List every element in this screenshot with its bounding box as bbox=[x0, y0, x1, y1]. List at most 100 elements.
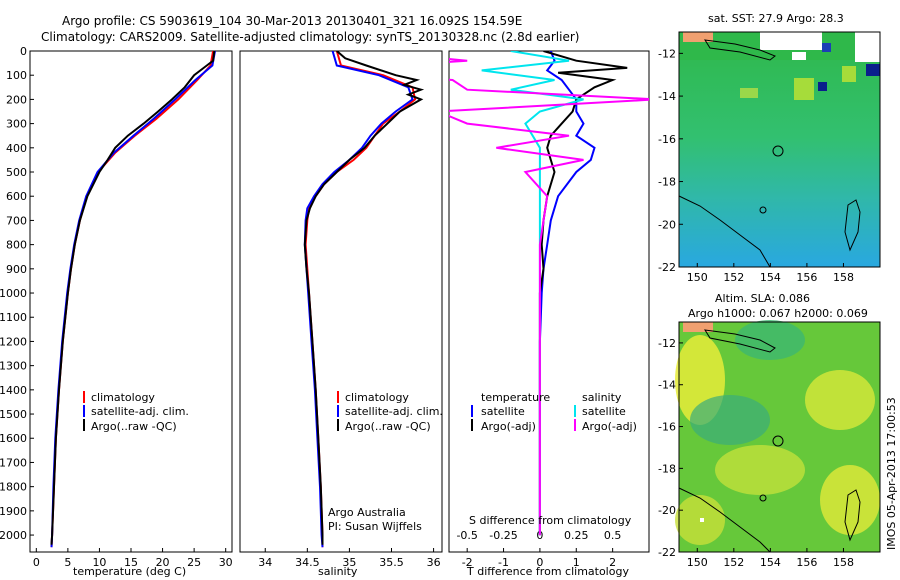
imos-credit: IMOS 05-Apr-2013 17:00:53 bbox=[885, 397, 898, 550]
t-difference-x-ticks: -2 -1 0 1 2 bbox=[462, 548, 616, 569]
x-tick-label: 0 bbox=[536, 556, 543, 569]
x-tick-label: 15 bbox=[124, 556, 138, 569]
salinity-lines bbox=[303, 51, 425, 548]
depth-tick-label: 100 bbox=[6, 69, 27, 82]
x-tick-label: 34 bbox=[258, 556, 272, 569]
temperature-x-ticks: 0 5 10 15 20 25 30 bbox=[33, 548, 233, 569]
depth-tick-label: 1900 bbox=[0, 505, 27, 518]
x-tick-label: -1 bbox=[498, 556, 509, 569]
temperature-xlabel: temperature (deg C) bbox=[73, 565, 186, 578]
s-difference-x-ticks: -0.5 -0.25 0 0.25 0.5 bbox=[456, 529, 621, 542]
legend-s-argo: Argo(-adj) bbox=[582, 420, 637, 433]
series-climatology bbox=[304, 51, 417, 548]
map-x-tick-label: 152 bbox=[723, 556, 744, 569]
x-tick-label: 0 bbox=[33, 556, 40, 569]
top-tick-label: 0.5 bbox=[604, 529, 622, 542]
depth-tick-label: 1500 bbox=[0, 408, 27, 421]
sla-map bbox=[675, 320, 881, 553]
annotation-line-2: PI: Susan Wijffels bbox=[328, 520, 422, 533]
temperature-legend: climatology satellite-adj. clim. Argo(..… bbox=[83, 391, 189, 433]
map-x-tick-label: 156 bbox=[796, 271, 817, 284]
difference-legend: temperature salinity satellite Argo(-adj… bbox=[471, 391, 637, 433]
x-tick-label: 2 bbox=[609, 556, 616, 569]
depth-tick-label: 1100 bbox=[0, 311, 27, 324]
x-tick-label: 36 bbox=[427, 556, 441, 569]
map-y-tick-label: -20 bbox=[658, 218, 676, 231]
legend-sal-head: salinity bbox=[582, 391, 622, 404]
legend-s-satellite: satellite bbox=[582, 405, 626, 418]
x-tick-label: 30 bbox=[219, 556, 233, 569]
map-y-tick-label: -18 bbox=[658, 462, 676, 475]
depth-tick-label: 700 bbox=[6, 214, 27, 227]
x-tick-label: 1 bbox=[573, 556, 580, 569]
depth-tick-label: 600 bbox=[6, 190, 27, 203]
depth-tick-label: 1600 bbox=[0, 432, 27, 445]
difference-top-xlabel: S difference from climatology bbox=[469, 514, 632, 527]
depth-tick-label: 1700 bbox=[0, 456, 27, 469]
map-x-tick-label: 150 bbox=[687, 271, 708, 284]
x-tick-label: 34.5 bbox=[295, 556, 320, 569]
depth-tick-label: 2000 bbox=[0, 529, 27, 542]
legend-t-satellite: satellite bbox=[481, 405, 525, 418]
series-satellite-adj-clim- bbox=[50, 51, 216, 548]
depth-tick-label: 300 bbox=[6, 118, 27, 131]
title-line-1: Argo profile: CS 5903619_104 30-Mar-2013… bbox=[62, 14, 522, 28]
depth-tick-label: 1200 bbox=[0, 335, 27, 348]
legend-temp-head: temperature bbox=[481, 391, 550, 404]
annotation-line-1: Argo Australia bbox=[328, 506, 406, 519]
map-y-tick-label: -14 bbox=[658, 90, 676, 103]
temperature-panel bbox=[29, 50, 233, 553]
top-tick-label: 0 bbox=[536, 529, 543, 542]
legend-sal-clim: climatology bbox=[345, 391, 409, 404]
x-tick-label: 10 bbox=[92, 556, 106, 569]
depth-tick-label: 400 bbox=[6, 142, 27, 155]
salinity-xlabel: salinity bbox=[318, 565, 358, 578]
map-y-tick-label: -14 bbox=[658, 379, 676, 392]
series-t-satellite bbox=[538, 51, 596, 536]
temperature-lines bbox=[50, 51, 216, 548]
salinity-x-ticks: 34 34.5 35 35.5 36 bbox=[258, 548, 441, 569]
x-tick-label: 35 bbox=[342, 556, 356, 569]
legend-t-argo: Argo(-adj) bbox=[481, 420, 536, 433]
x-tick-label: 20 bbox=[156, 556, 170, 569]
map-y-tick-label: -22 bbox=[658, 546, 676, 559]
sst-title: sat. SST: 27.9 Argo: 28.3 bbox=[708, 12, 844, 25]
title-line-2: Climatology: CARS2009. Satellite-adjuste… bbox=[41, 30, 579, 44]
legend-sal-argo: Argo(..raw -QC) bbox=[345, 420, 431, 433]
series-s-argo bbox=[449, 57, 649, 536]
map-x-tick-label: 154 bbox=[760, 556, 781, 569]
x-tick-label: 35.5 bbox=[379, 556, 404, 569]
depth-tick-label: 1800 bbox=[0, 481, 27, 494]
difference-panel bbox=[448, 50, 650, 553]
series-argo bbox=[50, 51, 216, 545]
sla-title-2: Argo h1000: 0.067 h2000: 0.069 bbox=[688, 307, 868, 320]
legend-sat: satellite-adj. clim. bbox=[91, 405, 189, 418]
x-tick-label: 5 bbox=[64, 556, 71, 569]
sla-ticks: 150 152 154 156 158 -12 -14 -16 -18 -20 -22 bbox=[658, 337, 854, 569]
x-tick-label: -2 bbox=[462, 556, 473, 569]
depth-tick-label: 0 bbox=[20, 45, 27, 58]
map-y-tick-label: -12 bbox=[658, 337, 676, 350]
map-x-tick-label: 154 bbox=[760, 271, 781, 284]
depth-tick-label: 800 bbox=[6, 239, 27, 252]
sst-map bbox=[678, 31, 881, 268]
depth-tick-label: 900 bbox=[6, 263, 27, 276]
depth-tick-label: 1400 bbox=[0, 384, 27, 397]
legend-sal-sat: satellite-adj. clim. bbox=[345, 405, 443, 418]
depth-tick-label: 200 bbox=[6, 93, 27, 106]
map-y-tick-label: -16 bbox=[658, 133, 676, 146]
sst-ticks: 150 152 154 156 158 -12 -14 -16 -18 -20 -22 bbox=[658, 47, 854, 284]
map-x-tick-label: 158 bbox=[833, 556, 854, 569]
difference-xlabel: T difference from climatology bbox=[466, 565, 629, 578]
depth-axis: 0 100 200 300 400 500 600 700 800 900 1000 1100 1200… bbox=[0, 45, 34, 542]
map-x-tick-label: 158 bbox=[833, 271, 854, 284]
salinity-legend: climatology satellite-adj. clim. Argo(..… bbox=[337, 391, 443, 433]
map-y-tick-label: -16 bbox=[658, 421, 676, 434]
map-x-tick-label: 150 bbox=[687, 556, 708, 569]
legend-argo: Argo(..raw -QC) bbox=[91, 420, 177, 433]
legend-clim: climatology bbox=[91, 391, 155, 404]
difference-lines bbox=[449, 51, 649, 536]
x-tick-label: 25 bbox=[187, 556, 201, 569]
depth-tick-label: 1300 bbox=[0, 360, 27, 373]
